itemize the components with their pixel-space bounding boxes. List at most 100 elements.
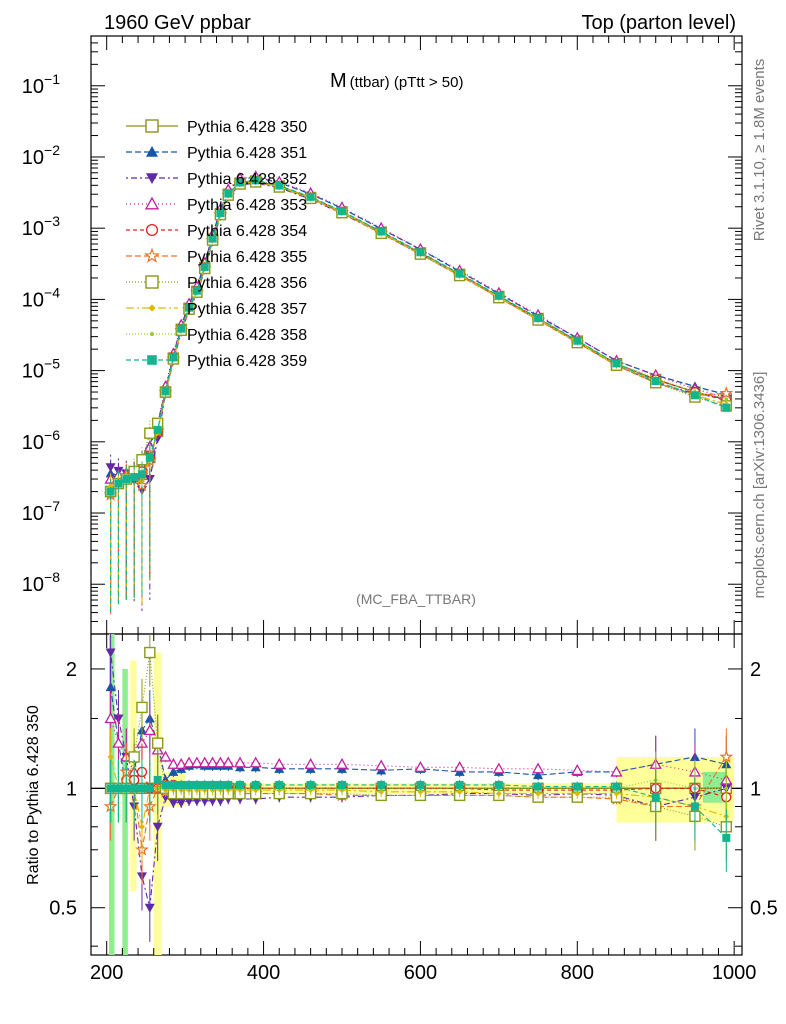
series-point	[144, 427, 156, 439]
ratio-y-tick-label-right: 0.5	[750, 898, 778, 920]
ratio-point	[375, 759, 388, 771]
ratio-point	[190, 756, 203, 768]
ratio-point	[168, 798, 179, 808]
series-point	[185, 303, 194, 312]
series-point	[494, 291, 503, 300]
ratio-point	[175, 757, 188, 769]
ratio-point	[690, 802, 699, 811]
series-ratio-3	[104, 689, 733, 815]
x-tick-label: 200	[90, 962, 123, 984]
ratio-point	[414, 760, 427, 772]
ratio-point	[610, 765, 623, 777]
series-point	[145, 453, 154, 462]
series-point	[130, 473, 139, 482]
ratio-band-7	[702, 771, 727, 803]
series-point	[416, 248, 425, 257]
ratio-point	[104, 712, 117, 724]
ratio-point	[169, 780, 178, 789]
legend-entry-1: Pythia 6.428 351	[126, 145, 307, 162]
ratio-point	[455, 780, 464, 789]
ratio-point	[206, 756, 219, 768]
ratio-point	[273, 757, 286, 769]
series-point	[573, 336, 582, 345]
ratio-point	[224, 780, 233, 789]
main-y-tick-label: 10−1	[22, 71, 60, 98]
ratio-point	[534, 782, 543, 791]
ratio-series	[103, 634, 734, 942]
main-series	[103, 170, 734, 616]
ratio-point	[216, 780, 225, 789]
ratio-point	[145, 784, 154, 793]
legend-label: Pythia 6.428 353	[187, 197, 307, 214]
ratio-point	[167, 757, 180, 769]
legend-label: Pythia 6.428 359	[187, 353, 307, 370]
main-axes: 10−8 10−7 10−6 10−5 10−4 10−3 10−2 10−1	[22, 35, 742, 635]
main-y-tick-label: 10−8	[22, 569, 60, 596]
ratio-point	[138, 823, 145, 830]
legend-entry-3: Pythia 6.428 353	[126, 196, 307, 214]
ratio-point	[161, 780, 170, 789]
series-point	[106, 487, 115, 496]
ratio-point	[200, 780, 209, 789]
ratio-point	[494, 780, 503, 789]
ratio-point	[377, 780, 386, 789]
legend-label: Pythia 6.428 356	[187, 275, 307, 292]
legend-marker	[146, 173, 158, 184]
rivet-version-text: Rivet 3.1.10, ≥ 1.8M events	[751, 59, 768, 242]
ratio-plot-frame	[90, 633, 743, 956]
ratio-point	[233, 756, 247, 768]
ratio-point	[192, 780, 201, 789]
legend-marker	[145, 275, 159, 289]
analysis-label: (MC_FBA_TTBAR)	[356, 591, 476, 607]
ratio-band-0	[109, 634, 115, 955]
legend-entry-5: Pythia 6.428 355	[126, 247, 307, 266]
series-point	[275, 181, 284, 190]
series-point	[455, 269, 464, 278]
ratio-point	[152, 822, 163, 832]
legend-entry-8: Pythia 6.428 358	[126, 327, 307, 344]
ratio-point	[176, 798, 187, 808]
legend-marker	[145, 223, 159, 237]
legend-entry-4: Pythia 6.428 354	[126, 223, 307, 240]
legend-entry-9: Pythia 6.428 359	[126, 353, 307, 370]
ratio-axes: 200 400 600 800 1000 0.5 0.5 1 1 2 2	[49, 634, 778, 984]
legend-label: Pythia 6.428 352	[187, 171, 307, 188]
ratio-point	[335, 757, 349, 769]
ratio-point	[144, 903, 155, 913]
series-point	[216, 209, 225, 218]
x-tick-label: 1000	[712, 962, 757, 984]
header-right: Top (parton level)	[581, 12, 736, 34]
legend-label: Pythia 6.428 355	[187, 249, 307, 266]
legend-entry-2: Pythia 6.428 352	[126, 171, 307, 188]
ratio-point	[130, 784, 139, 793]
ratio-point	[531, 762, 545, 774]
series-point	[177, 324, 186, 333]
legend-marker	[149, 331, 155, 337]
x-tick-label: 400	[247, 962, 280, 984]
main-y-tick-label: 10−7	[22, 498, 60, 525]
ratio-point	[306, 780, 315, 789]
ratio-point	[136, 701, 148, 714]
ratio-point	[571, 764, 584, 776]
main-y-tick-label: 10−6	[22, 427, 60, 454]
ratio-point	[533, 770, 544, 780]
ratio-point	[337, 780, 346, 789]
series-point	[612, 359, 621, 368]
legend-label: Pythia 6.428 357	[187, 301, 307, 318]
ratio-point	[143, 724, 156, 736]
ratio-point	[144, 646, 156, 659]
series-main-9	[106, 176, 731, 613]
plot-title: M (ttbar) (pTtt > 50)	[330, 70, 463, 92]
series-point	[337, 207, 346, 216]
legend-entry-6: Pythia 6.428 356	[126, 275, 307, 292]
legend-label: Pythia 6.428 351	[187, 145, 307, 162]
main-y-tick-label: 10−3	[22, 213, 60, 240]
series-point	[169, 353, 178, 362]
legend-entry-0: Pythia 6.428 350	[126, 119, 307, 136]
ratio-y-tick-label: 2	[66, 659, 77, 681]
series-point	[534, 314, 543, 323]
legend-marker	[147, 355, 157, 365]
ratio-point	[722, 833, 731, 842]
ratio-point	[612, 782, 621, 791]
series-point	[224, 189, 233, 198]
